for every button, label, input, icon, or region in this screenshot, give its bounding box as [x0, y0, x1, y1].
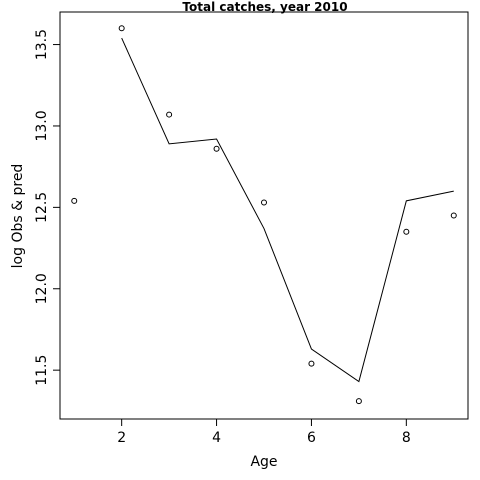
- y-tick-label: 11.5: [34, 355, 50, 386]
- y-tick-label: 13.5: [34, 29, 50, 60]
- obs-point: [118, 25, 125, 32]
- y-axis: 11.5 12.0 12.5 13.0 13.5: [34, 29, 61, 386]
- obs-point: [166, 111, 173, 118]
- plot-frame: [59, 11, 469, 420]
- x-tick-label: 4: [212, 430, 221, 446]
- y-tick-label: 12.0: [34, 273, 50, 304]
- x-tick-label: 6: [307, 430, 316, 446]
- obs-point: [355, 398, 362, 405]
- obs-point: [261, 199, 267, 206]
- obs-point: [403, 228, 410, 235]
- obs-point: [213, 145, 220, 152]
- obs-point: [450, 212, 457, 219]
- series-layer: [71, 25, 457, 405]
- x-tick-label: 8: [402, 430, 411, 446]
- obs-point: [308, 360, 315, 367]
- obs-point: [71, 197, 78, 204]
- x-axis: 2 4 6 8: [117, 418, 411, 446]
- y-tick-label: 12.5: [34, 192, 50, 223]
- y-axis-label: log Obs & pred: [10, 164, 26, 269]
- x-axis-label: Age: [250, 454, 277, 470]
- chart-title: Total catches, year 2010: [182, 0, 347, 14]
- pred-line: [121, 37, 454, 383]
- y-tick-label: 13.0: [34, 110, 50, 141]
- x-tick-label: 2: [117, 430, 126, 446]
